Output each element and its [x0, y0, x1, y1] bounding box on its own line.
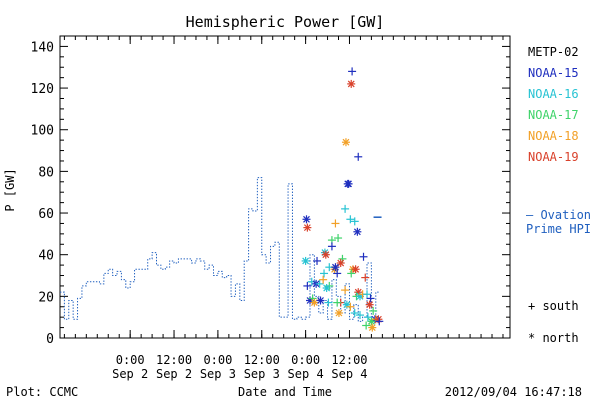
marker-legend: + south * north — [528, 299, 579, 345]
plot-frame — [59, 35, 511, 339]
north-point — [353, 227, 362, 236]
y-tick-label: 80 — [38, 165, 54, 180]
ovation-prime-hpi-line — [60, 177, 381, 322]
legend-noaa-15: NOAA-15 — [528, 66, 579, 80]
legend-south: + south — [528, 299, 579, 313]
y-tick-label: 60 — [38, 207, 54, 222]
south-point — [346, 302, 355, 311]
south-point — [369, 306, 378, 315]
south-point — [366, 294, 375, 303]
y-tick-labels: 0 20 40 60 80 100 120 140 — [31, 40, 54, 347]
south-point — [347, 269, 356, 278]
north-point — [336, 259, 345, 268]
y-tick-label: 140 — [31, 40, 54, 55]
south-point — [363, 290, 372, 299]
series-legend: METP-02 NOAA-15 NOAA-16 NOAA-17 NOAA-18 NOAA-… — [528, 45, 579, 164]
north-point — [347, 79, 356, 88]
x-tick-date: Sep 4 — [331, 367, 367, 381]
north-point — [303, 223, 312, 232]
chart-title: Hemispheric Power [GW] — [186, 13, 385, 31]
legend-metp-02: METP-02 — [528, 45, 579, 59]
x-tick-time: 0:00 — [291, 353, 320, 367]
y-tick-label: 120 — [31, 82, 54, 97]
legend-noaa-18: NOAA-18 — [528, 129, 579, 143]
satellite-points — [301, 67, 384, 332]
south-point — [331, 219, 340, 228]
x-tick-time: 0:00 — [203, 353, 232, 367]
x-tick-date: Sep 2 — [156, 367, 192, 381]
legend-noaa-16: NOAA-16 — [528, 87, 579, 101]
south-point — [324, 298, 333, 307]
x-tick-time: 12:00 — [331, 353, 367, 367]
south-point — [350, 309, 359, 318]
south-point — [315, 279, 324, 288]
y-tick-label: 20 — [38, 290, 54, 305]
footer-plot-credit: Plot: CCMC — [6, 385, 78, 399]
south-point — [303, 281, 312, 290]
legend-noaa-17: NOAA-17 — [528, 108, 579, 122]
south-point — [346, 215, 355, 224]
south-point — [356, 311, 364, 320]
north-point — [368, 323, 377, 332]
north-point — [302, 215, 311, 224]
north-point — [374, 315, 383, 324]
axis-ticks — [60, 36, 510, 339]
y-axis-label: P [GW] — [3, 168, 17, 211]
south-point — [341, 286, 350, 295]
north-point — [367, 317, 376, 326]
x-tick-date: Sep 3 — [244, 367, 280, 381]
legend-noaa-19: NOAA-19 — [528, 150, 579, 164]
y-tick-label: 40 — [38, 249, 54, 264]
y-tick-label: 0 — [46, 332, 54, 347]
north-point — [301, 256, 310, 265]
north-point — [342, 300, 351, 309]
north-point — [310, 298, 319, 307]
south-point — [362, 321, 371, 330]
north-point — [365, 300, 374, 309]
south-point — [320, 269, 329, 278]
ovation-legend-line2: Prime HPI — [526, 222, 591, 236]
south-point — [319, 275, 328, 284]
south-point — [363, 313, 372, 322]
y-tick-label: 100 — [31, 124, 54, 139]
south-point — [313, 256, 322, 265]
x-tick-time: 0:00 — [116, 353, 145, 367]
south-point — [361, 273, 370, 282]
south-point — [334, 234, 343, 243]
north-point — [343, 179, 352, 188]
south-point — [341, 204, 350, 213]
north-point — [321, 250, 330, 259]
north-point — [316, 296, 325, 305]
x-tick-date: Sep 4 — [288, 367, 324, 381]
x-tick-date: Sep 2 — [112, 367, 148, 381]
ovation-legend: — Ovation Prime HPI — [526, 208, 591, 236]
x-axis-label: Date and Time — [238, 385, 332, 399]
south-point — [375, 317, 384, 326]
footer-timestamp: 2012/09/04 16:47:18 — [445, 385, 582, 399]
x-tick-date: Sep 3 — [200, 367, 236, 381]
x-tick-time: 12:00 — [156, 353, 192, 367]
south-point — [327, 242, 336, 251]
south-point — [348, 67, 357, 76]
south-point — [333, 298, 342, 307]
ovation-legend-line1: — Ovation — [526, 208, 591, 222]
north-point — [341, 138, 350, 147]
north-point — [331, 263, 340, 272]
south-point — [359, 252, 368, 261]
legend-north: * north — [528, 331, 579, 345]
south-point — [333, 269, 342, 278]
north-point — [334, 309, 343, 318]
x-tick-time: 12:00 — [244, 353, 280, 367]
south-point — [350, 217, 359, 226]
south-point — [354, 152, 363, 161]
north-point — [351, 265, 360, 274]
north-point — [322, 284, 331, 293]
